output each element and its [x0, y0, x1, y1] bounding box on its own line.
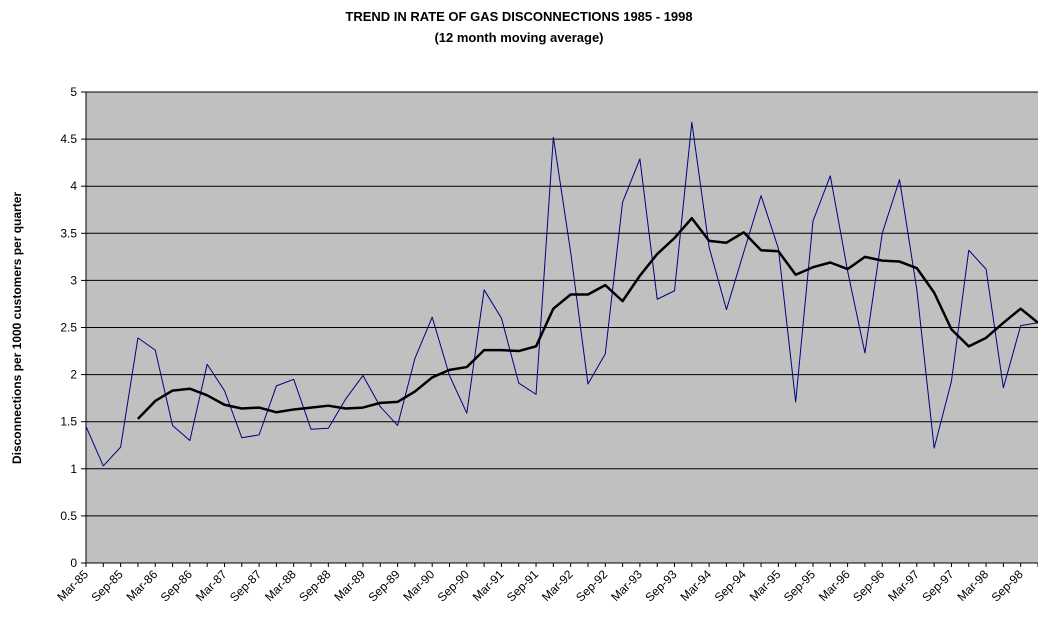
x-tick-label: Sep-87	[227, 567, 264, 604]
y-tick-label: 3.5	[60, 226, 77, 240]
x-tick-label: Sep-97	[919, 567, 956, 604]
x-tick-label: Mar-89	[331, 567, 368, 604]
chart-subtitle: (12 month moving average)	[434, 30, 603, 45]
x-tick-label: Mar-86	[124, 567, 161, 604]
x-tick-label: Mar-87	[193, 567, 230, 604]
y-tick-label: 4.5	[60, 132, 77, 146]
y-tick-label: 0.5	[60, 509, 77, 523]
x-tick-label: Mar-85	[54, 567, 91, 604]
x-tick-label: Sep-93	[642, 567, 679, 604]
x-tick-label: Mar-88	[262, 567, 299, 604]
series-line	[85, 121, 1038, 467]
x-tick-label: Mar-97	[885, 567, 922, 604]
x-tick-label: Sep-94	[712, 567, 749, 604]
x-tick-label: Mar-95	[747, 567, 784, 604]
x-tick-label: Sep-96	[850, 567, 887, 604]
x-tick-label: Mar-90	[401, 567, 438, 604]
x-tick-label: Mar-98	[954, 567, 991, 604]
x-tick-label: Sep-86	[158, 567, 195, 604]
chart-title: TREND IN RATE OF GAS DISCONNECTIONS 1985…	[345, 9, 692, 24]
x-tick-label: Mar-92	[539, 567, 576, 604]
y-tick-label: 2.5	[60, 321, 77, 335]
x-tick-label: Sep-98	[989, 567, 1026, 604]
x-tick-label: Sep-95	[781, 567, 818, 604]
y-tick-label: 3	[70, 273, 77, 287]
y-tick-label: 1.5	[60, 415, 77, 429]
y-tick-label: 5	[70, 85, 77, 99]
y-tick-label: 1	[70, 462, 77, 476]
x-tick-label: Mar-96	[816, 567, 853, 604]
y-axis-title: Disconnections per 1000 customers per qu…	[10, 192, 24, 464]
x-tick-label: Mar-91	[470, 567, 507, 604]
y-tick-label: 2	[70, 368, 77, 382]
x-tick-label: Sep-85	[88, 567, 125, 604]
y-tick-label: 4	[70, 179, 77, 193]
x-tick-label: Sep-88	[296, 567, 333, 604]
x-tick-label: Sep-90	[435, 567, 472, 604]
x-tick-label: Sep-89	[365, 567, 402, 604]
x-tick-label: Sep-92	[573, 567, 610, 604]
y-tick-label: 0	[70, 556, 77, 570]
series-line	[137, 216, 1038, 420]
x-tick-label: Mar-94	[677, 567, 714, 604]
x-tick-label: Mar-93	[608, 567, 645, 604]
x-tick-label: Sep-91	[504, 567, 541, 604]
